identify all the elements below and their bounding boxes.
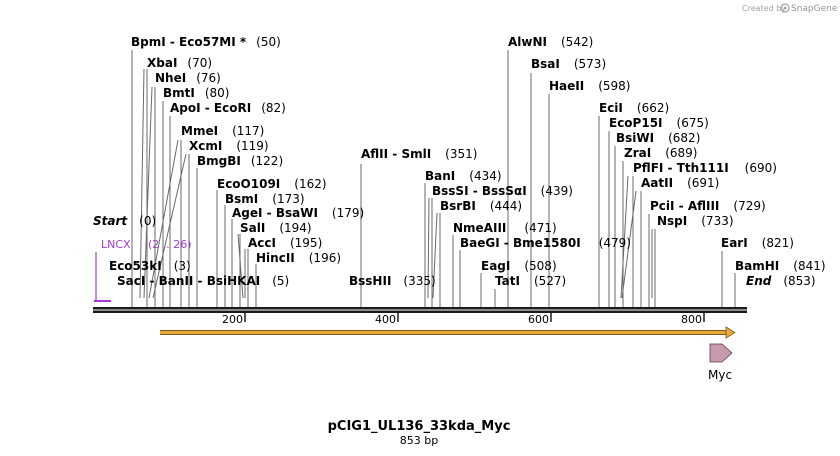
site-nmeaiii[interactable]: NmeAIII (471): [453, 221, 557, 235]
orf-arrow-body: [160, 331, 726, 334]
site-converging-lines: [139, 68, 653, 299]
plasmid-title: pCIG1_UL136_33kda_Myc: [328, 419, 511, 434]
lncx-range: (2 .. 26): [148, 238, 192, 251]
plasmid-length: 853 bp: [400, 434, 438, 447]
site-bmti[interactable]: BmtI (80): [163, 86, 230, 100]
site-nhei[interactable]: NheI (76): [155, 71, 221, 85]
site-end[interactable]: End (853): [746, 274, 816, 288]
snapgene-logo-icon: [780, 3, 790, 13]
site-alwni[interactable]: AlwNI (542): [508, 35, 593, 49]
credit-brand: SnapGene: [791, 4, 838, 14]
site-bsmi[interactable]: BsmI (173): [225, 192, 305, 206]
site-eco0109i[interactable]: EcoO109I (162): [217, 177, 327, 191]
site-bsshii[interactable]: BssHII (335): [349, 274, 436, 288]
site-bsiwi[interactable]: BsiWI (682): [616, 131, 700, 145]
site-hincii[interactable]: HincII (196): [256, 251, 341, 265]
site-ecii[interactable]: EciI (662): [599, 101, 669, 115]
site-baegi[interactable]: BaeGI - Bme1580I (479): [460, 236, 631, 250]
site-xbai[interactable]: XbaI (70): [147, 56, 212, 70]
site-labels: BpmI - Eco57MI * (50) XbaI (70) NheI (76) B…: [93, 35, 826, 288]
backbone-bottom-strand: [93, 310, 747, 313]
site-bani[interactable]: BanI (434): [425, 169, 502, 183]
slant-h: [432, 212, 438, 299]
site-apoi[interactable]: ApoI - EcoRI (82): [170, 101, 286, 115]
site-xcmi[interactable]: XcmI (119): [189, 139, 269, 153]
myc-label: Myc: [708, 368, 732, 382]
tick-label-200: 200: [222, 313, 243, 326]
site-pcii[interactable]: PciI - AflIII (729): [650, 199, 766, 213]
orf-arrow-head: [725, 326, 736, 339]
sequence-backbone: [93, 307, 747, 313]
site-nspi[interactable]: NspI (733): [657, 214, 734, 228]
ruler: 200 400 600 800: [222, 313, 705, 326]
slant-d: [152, 153, 187, 299]
feature-myc[interactable]: Myc: [708, 343, 733, 382]
site-eco53ki[interactable]: Eco53kI (3): [109, 259, 191, 273]
myc-arrow-icon: [709, 343, 733, 363]
slant-g: [427, 197, 430, 299]
site-pflfi[interactable]: PflFI - Tth111I (690): [633, 161, 777, 175]
site-haeii[interactable]: HaeII (598): [549, 79, 631, 93]
site-ecop15i[interactable]: EcoP15I (675): [609, 116, 709, 130]
slant-b: [143, 86, 153, 299]
site-mmei[interactable]: MmeI (117): [181, 124, 264, 138]
site-bsrbi[interactable]: BsrBI (444): [440, 199, 522, 213]
site-bpmi[interactable]: BpmI - Eco57MI * (50): [131, 35, 281, 49]
backbone-top-strand: [93, 307, 747, 310]
slant-e: [237, 233, 244, 299]
site-leader-lines: [131, 50, 736, 308]
site-saci[interactable]: SacI - BanII - BsiHKAI (5): [117, 274, 289, 288]
site-afliii[interactable]: AflII - SmlI (351): [361, 147, 477, 161]
tick-label-400: 400: [375, 313, 396, 326]
lncx-name: LNCX: [101, 238, 131, 251]
site-zrai[interactable]: ZraI (689): [624, 146, 697, 160]
site-acci[interactable]: AccI (195): [248, 236, 322, 250]
site-bamhi[interactable]: BamHI (841): [735, 259, 826, 273]
slant-a: [139, 68, 145, 299]
slant-j: [621, 190, 637, 299]
tick-label-600: 600: [528, 313, 549, 326]
site-tati[interactable]: TatI (527): [495, 274, 566, 288]
site-start[interactable]: Start (0): [93, 214, 156, 228]
orf-arrow[interactable]: [160, 326, 736, 339]
credit-prefix: Created by: [742, 4, 786, 13]
slant-i: [620, 175, 629, 299]
site-eari[interactable]: EarI (821): [721, 236, 794, 250]
site-eagi[interactable]: EagI (508): [481, 259, 557, 273]
site-bmgbi[interactable]: BmgBI (122): [197, 154, 283, 168]
site-bsssi[interactable]: BssSI - BssSαI (439): [432, 184, 573, 198]
feature-lncx[interactable]: LNCX (2 .. 26): [94, 238, 192, 302]
slant-c: [148, 139, 179, 299]
site-aatii[interactable]: AatII (691): [641, 176, 719, 190]
site-sali[interactable]: SalI (194): [240, 221, 312, 235]
tick-label-800: 800: [681, 313, 702, 326]
site-bsai[interactable]: BsaI (573): [531, 57, 606, 71]
site-agei[interactable]: AgeI - BsaWI (179): [232, 206, 364, 220]
